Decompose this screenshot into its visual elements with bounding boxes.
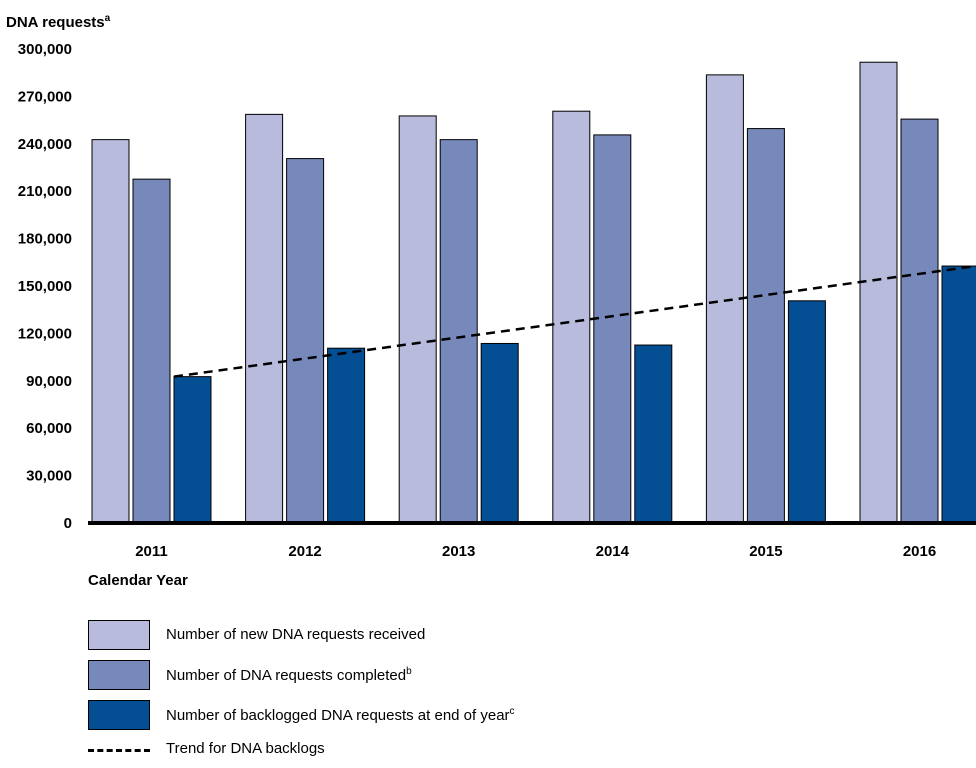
x-tick-label: 2014 (596, 543, 630, 560)
bar-backlogged (787, 300, 826, 523)
legend-label-trend: Trend for DNA backlogs (166, 740, 325, 757)
y-tick-label: 30,000 (26, 468, 72, 485)
y-tick-label: 210,000 (18, 183, 72, 200)
y-tick-label: 270,000 (18, 88, 72, 105)
legend-item-backlogged: Number of backlogged DNA requests at end… (88, 700, 788, 734)
y-tick-label: 240,000 (18, 136, 72, 153)
bar-completed (286, 158, 325, 523)
bar-received (705, 74, 744, 523)
y-tick-label: 90,000 (26, 373, 72, 390)
legend-swatch-completed (88, 660, 150, 690)
legend-swatch-backlogged (88, 700, 150, 730)
legend-item-received: Number of new DNA requests received (88, 620, 788, 654)
bar-completed (439, 139, 478, 523)
y-tick-label: 0 (64, 515, 72, 532)
legend-item-completed: Number of DNA requests completedb (88, 660, 788, 694)
bar-received (245, 113, 284, 523)
bar-received (552, 110, 591, 523)
y-axis-title: DNA requestsa (6, 13, 111, 31)
legend-label-completed: Number of DNA requests completedb (166, 666, 412, 684)
legend-label-backlogged: Number of backlogged DNA requests at end… (166, 706, 515, 724)
y-tick-label: 180,000 (18, 231, 72, 248)
y-tick-label: 60,000 (26, 420, 72, 437)
bar-chart: 0 30,000 60,000 90,000 120,000 150,000 180,000… (18, 41, 976, 560)
bar-backlogged (327, 347, 366, 523)
x-tick-label: 2012 (288, 543, 321, 560)
bar-backlogged (634, 344, 673, 523)
bar-backlogged (941, 265, 976, 523)
legend-swatch-trend (88, 749, 150, 752)
bar-received (859, 61, 898, 523)
bar-received (91, 139, 130, 523)
bar-completed (900, 118, 939, 523)
x-tick-label: 2016 (903, 543, 936, 560)
legend-label-received: Number of new DNA requests received (166, 626, 426, 643)
bar-completed (132, 178, 171, 523)
bar-completed (746, 128, 785, 523)
bar-completed (593, 134, 632, 523)
x-tick-label: 2013 (442, 543, 475, 560)
x-tick-label: 2011 (135, 543, 168, 560)
x-tick-label: 2015 (749, 543, 782, 560)
legend-swatch-received (88, 620, 150, 650)
x-axis-title: Calendar Year (88, 572, 188, 589)
legend-item-trend: Trend for DNA backlogs (88, 734, 788, 768)
bar-backlogged (480, 342, 519, 523)
y-tick-label: 120,000 (18, 325, 72, 342)
bar-backlogged (173, 376, 212, 523)
bar-received (398, 115, 437, 523)
y-tick-label: 300,000 (18, 41, 72, 58)
y-tick-label: 150,000 (18, 278, 72, 295)
